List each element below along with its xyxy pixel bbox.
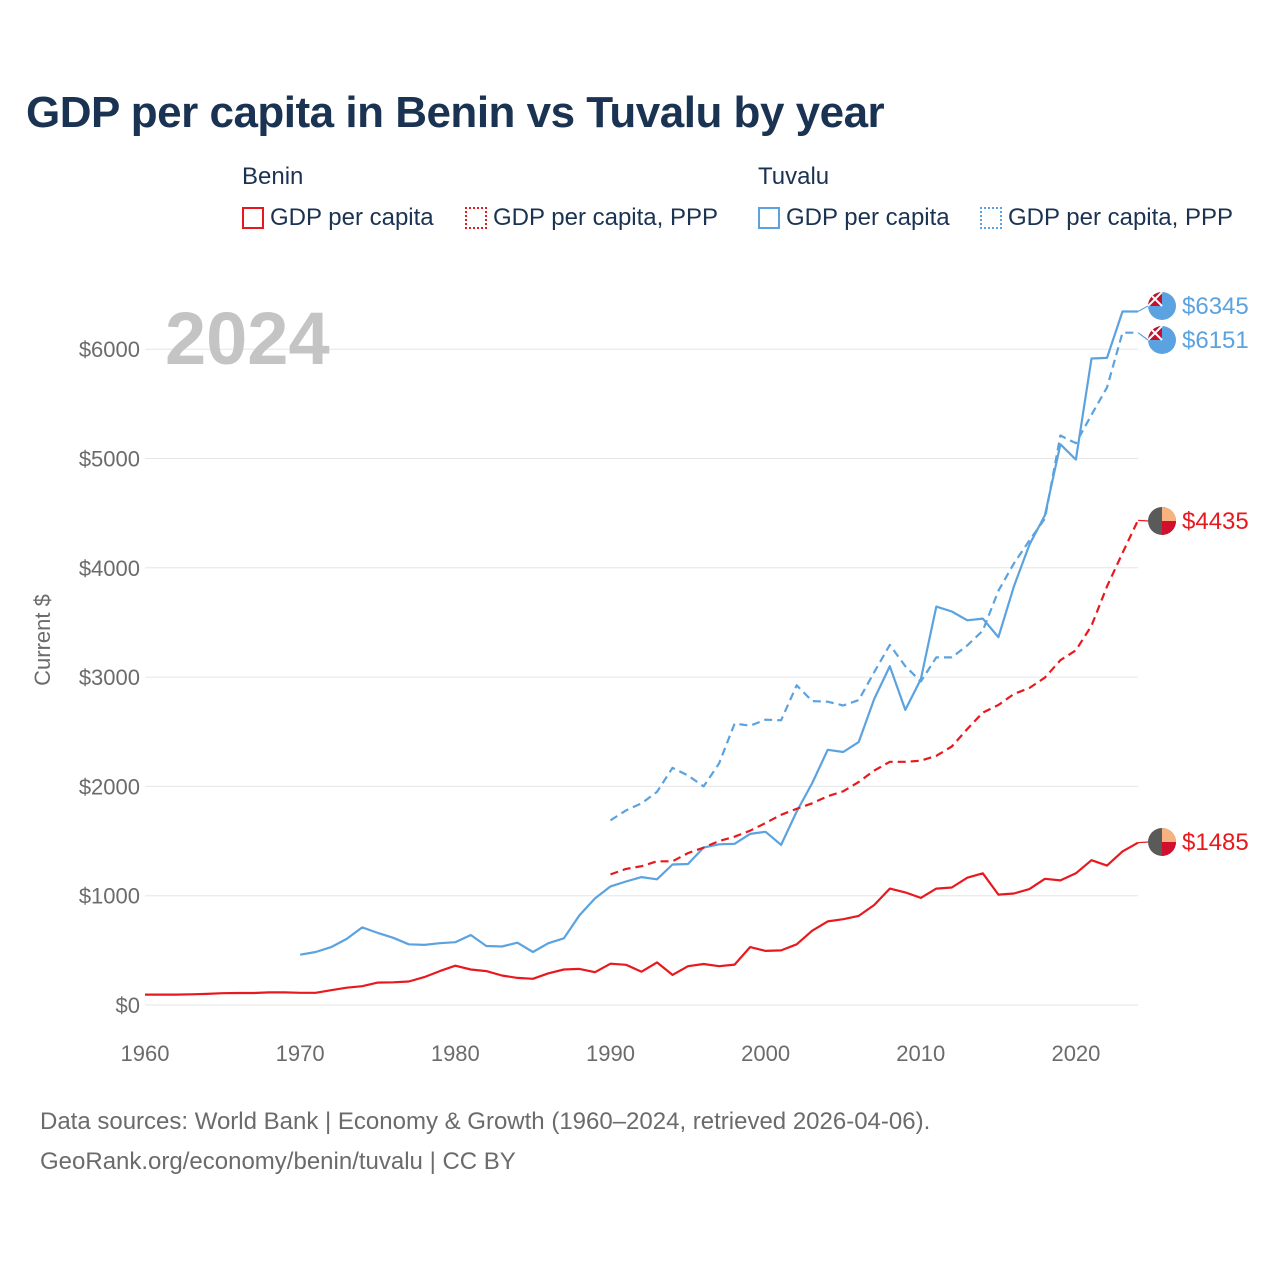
series-lines [145, 310, 1139, 996]
benin-flag-icon [1148, 507, 1176, 535]
legend-label: GDP per capita [270, 204, 434, 231]
benin-flag-icon [1148, 828, 1176, 856]
label-connector [1137, 332, 1149, 341]
chart-title: GDP per capita in Benin vs Tuvalu by yea… [26, 88, 885, 137]
y-axis: $0 $1000 $2000 $3000 $4000 $5000 $6000 [79, 337, 140, 1018]
legend-item-tuvalu-ppp[interactable]: GDP per capita, PPP [980, 204, 1233, 232]
year-watermark: 2024 [165, 297, 330, 380]
series-line-benin-gdp-per-capita[interactable] [145, 841, 1139, 996]
series-line-tuvalu-gdp-per-capita[interactable] [300, 310, 1138, 956]
x-tick-label: 1980 [431, 1041, 480, 1066]
x-tick-label: 2010 [896, 1041, 945, 1066]
legend-item-benin-ppp[interactable]: GDP per capita, PPP [465, 204, 718, 232]
end-value-label: $6151 [1182, 327, 1249, 354]
legend-label: GDP per capita [786, 204, 950, 231]
tuvalu-flag-icon [1148, 292, 1176, 320]
legend-label: GDP per capita, PPP [1008, 204, 1233, 231]
y-axis-title: Current $ [30, 594, 55, 686]
x-axis: 1960 1970 1980 1990 2000 2010 2020 [121, 1041, 1101, 1066]
end-value-label: $4435 [1182, 508, 1249, 535]
legend-group-benin: Benin [242, 163, 304, 190]
y-tick-label: $5000 [79, 447, 140, 472]
footer-sources: Data sources: World Bank | Economy & Gro… [40, 1108, 931, 1135]
label-connector [1137, 519, 1149, 522]
x-tick-label: 1990 [586, 1041, 635, 1066]
end-value-label: $1485 [1182, 829, 1249, 856]
series-line-tuvalu-gdp-per-capita-ppp[interactable] [609, 331, 1139, 822]
series-line-benin-gdp-per-capita-ppp[interactable] [610, 519, 1139, 876]
x-tick-label: 1960 [121, 1041, 170, 1066]
legend-swatch-dotted-blue [980, 207, 1002, 229]
footer-attribution[interactable]: GeoRank.org/economy/benin/tuvalu | CC BY [40, 1148, 516, 1175]
gridlines [145, 348, 1138, 1006]
y-tick-label: $4000 [79, 556, 140, 581]
end-value-label: $6345 [1182, 293, 1249, 320]
end-markers [1148, 292, 1176, 856]
legend-group-tuvalu: Tuvalu [758, 163, 830, 190]
y-tick-label: $6000 [79, 337, 140, 362]
x-tick-label: 2000 [741, 1041, 790, 1066]
legend-swatch-solid-blue [758, 207, 780, 229]
y-tick-label: $2000 [79, 774, 140, 799]
y-tick-label: $3000 [79, 665, 140, 690]
legend-swatch-solid-red [242, 207, 264, 229]
legend-item-benin-gdp[interactable]: GDP per capita [242, 204, 434, 232]
y-tick-label: $1000 [79, 884, 140, 909]
x-tick-label: 1970 [276, 1041, 325, 1066]
label-connector [1137, 841, 1149, 844]
legend-item-tuvalu-gdp[interactable]: GDP per capita [758, 204, 950, 232]
label-connector [1137, 305, 1149, 313]
x-tick-label: 2020 [1051, 1041, 1100, 1066]
legend-swatch-dotted-red [465, 207, 487, 229]
legend-label: GDP per capita, PPP [493, 204, 718, 231]
tuvalu-flag-icon [1148, 326, 1176, 354]
y-tick-label: $0 [116, 993, 140, 1018]
end-labels: $6345 $6151 $4435 $1485 [1137, 293, 1249, 856]
